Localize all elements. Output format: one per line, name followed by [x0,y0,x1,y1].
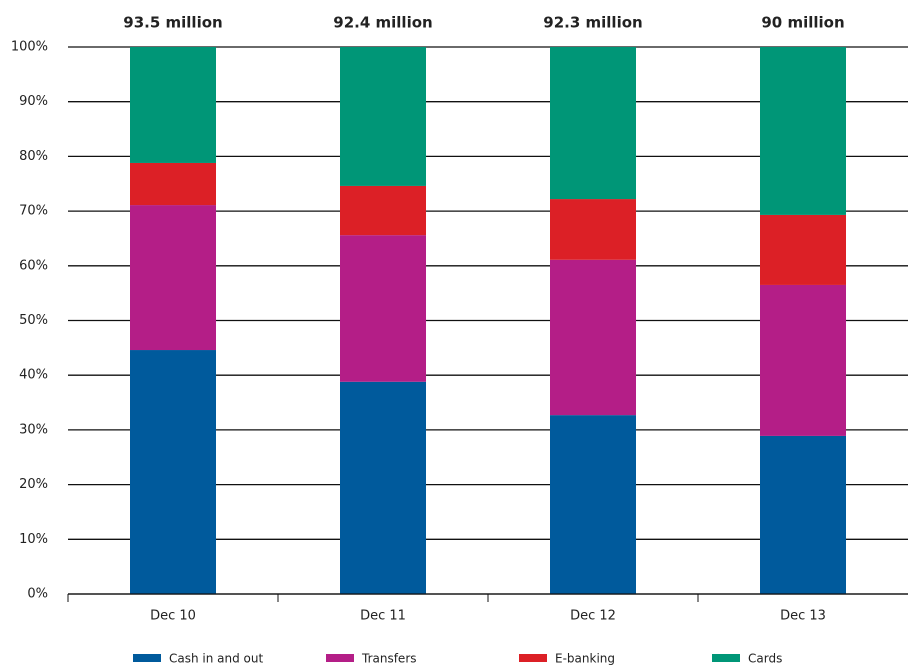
y-tick-label: 0% [27,587,48,602]
y-tick-label: 80% [19,149,48,164]
legend-swatch [133,654,161,662]
y-tick-label: 20% [19,477,48,492]
legend-label: Cards [748,652,782,666]
legend-label: Transfers [361,652,417,666]
bar-segment [340,47,426,186]
legend-swatch [326,654,354,662]
x-tick-label: Dec 10 [150,609,196,624]
bar-segment [130,47,216,163]
y-tick-label: 30% [19,422,48,437]
bar-segment [340,185,426,236]
legend-swatch [519,654,547,662]
bar-segment [760,47,846,215]
total-label: 92.3 million [543,14,642,32]
total-label: 90 million [761,14,844,32]
y-tick-label: 10% [19,532,48,547]
x-tick-label: Dec 13 [780,609,826,624]
bar-segment [550,199,636,260]
bar-segment [550,47,636,200]
bar-segment [550,259,636,416]
x-tick-label: Dec 11 [360,609,406,624]
bar-segment [130,205,216,351]
legend-label: Cash in and out [169,652,263,666]
y-tick-label: 70% [19,204,48,219]
y-tick-label: 50% [19,313,48,328]
legend-swatch [712,654,740,662]
y-tick-label: 60% [19,258,48,273]
y-tick-label: 90% [19,94,48,109]
bar-segment [340,235,426,382]
legend-label: E-banking [555,652,615,666]
bar-segment [760,214,846,285]
bar-segment [130,350,216,594]
y-tick-label: 40% [19,368,48,383]
bar-segment [130,162,216,206]
x-tick-label: Dec 12 [570,609,616,624]
bar-segment [340,381,426,594]
y-tick-label: 100% [11,40,48,55]
total-label: 92.4 million [333,14,432,32]
bar-segment [760,284,846,436]
bar-segment [760,435,846,594]
total-label: 93.5 million [123,14,222,32]
bar-segment [550,415,636,594]
